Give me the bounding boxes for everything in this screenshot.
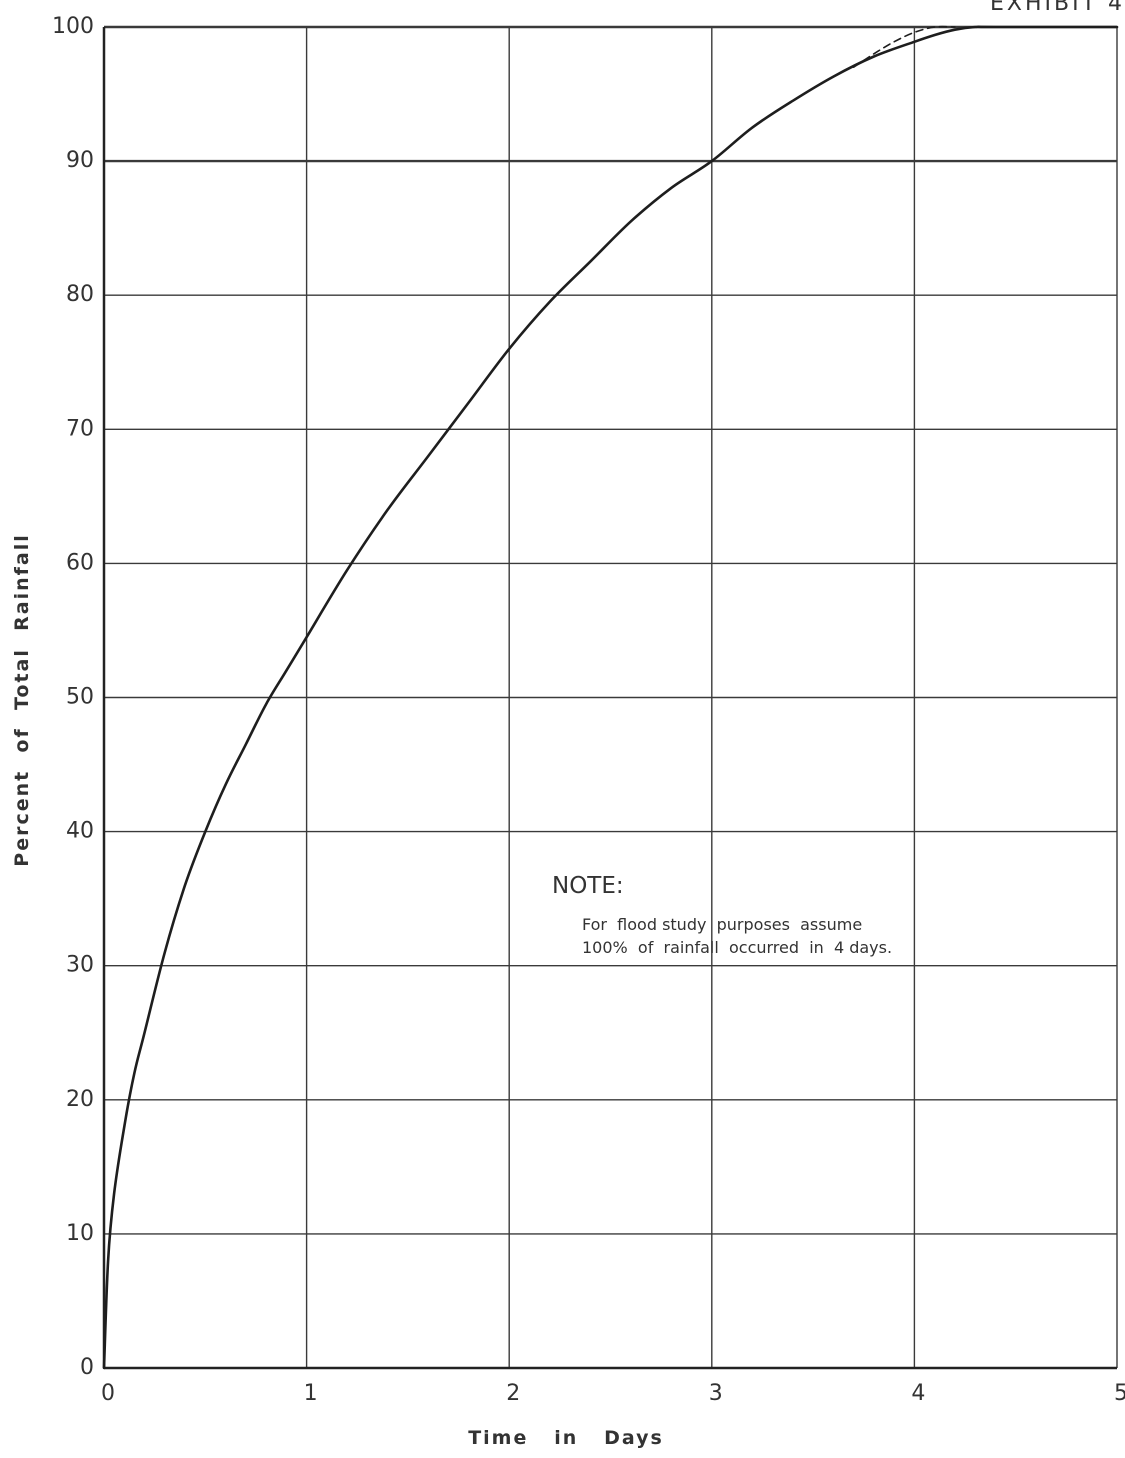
- y-tick-label-60: 60: [66, 550, 94, 575]
- note-block: NOTE: For flood study purposes assume 10…: [552, 873, 892, 957]
- exhibit-label: EXHIBIT 4: [990, 0, 1125, 16]
- x-tick-label-0: 0: [101, 1381, 115, 1406]
- axes: [102, 27, 1117, 1370]
- y-tick-label-70: 70: [66, 416, 94, 441]
- y-tick-label-0: 0: [80, 1355, 94, 1380]
- y-tick-label-20: 20: [66, 1087, 94, 1112]
- x-axis-title: Time in Days: [468, 1427, 664, 1449]
- y-tick-labels: 0 10 20 30 40 50 60 70 80 90 100: [52, 14, 94, 1380]
- y-axis-title: Percent of Total Rainfall: [11, 533, 33, 866]
- y-tick-label-100: 100: [52, 14, 94, 39]
- x-tick-label-2: 2: [506, 1381, 520, 1406]
- x-tick-label-4: 4: [911, 1381, 925, 1406]
- series-layer: [102, 25, 1119, 1370]
- note-line-1: For flood study purposes assume: [582, 915, 862, 934]
- x-tick-label-1: 1: [304, 1381, 318, 1406]
- series-line-cumulative-rainfall: [102, 25, 1119, 1370]
- y-tick-label-30: 30: [66, 953, 94, 978]
- grid: [103, 25, 1118, 1369]
- y-tick-label-10: 10: [66, 1221, 94, 1246]
- x-tick-label-3: 3: [709, 1381, 723, 1406]
- x-tick-label-5: 5: [1114, 1381, 1125, 1406]
- note-line-2: 100% of rainfall occurred in 4 days.: [582, 938, 892, 957]
- y-tick-label-80: 80: [66, 282, 94, 307]
- note-title: NOTE:: [552, 873, 624, 899]
- y-tick-label-40: 40: [66, 819, 94, 844]
- y-tick-label-90: 90: [66, 148, 94, 173]
- x-tick-labels: 0 1 2 3 4 5: [101, 1381, 1125, 1406]
- y-tick-label-50: 50: [66, 685, 94, 710]
